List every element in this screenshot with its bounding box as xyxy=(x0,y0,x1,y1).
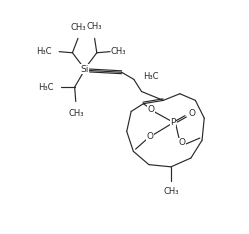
Text: CH₃: CH₃ xyxy=(111,47,126,56)
Text: H₃C: H₃C xyxy=(36,47,51,56)
Text: P: P xyxy=(171,118,176,127)
Text: O: O xyxy=(146,132,153,141)
Text: O: O xyxy=(179,138,186,147)
Text: O: O xyxy=(148,105,155,114)
Text: H₃C: H₃C xyxy=(38,83,53,91)
Text: CH₃: CH₃ xyxy=(68,109,83,118)
Text: H₃C: H₃C xyxy=(143,72,159,81)
Text: O: O xyxy=(188,109,195,117)
Text: CH₃: CH₃ xyxy=(87,22,102,31)
Text: Si: Si xyxy=(80,65,89,74)
Text: CH₃: CH₃ xyxy=(71,23,86,32)
Text: CH₃: CH₃ xyxy=(163,187,179,196)
